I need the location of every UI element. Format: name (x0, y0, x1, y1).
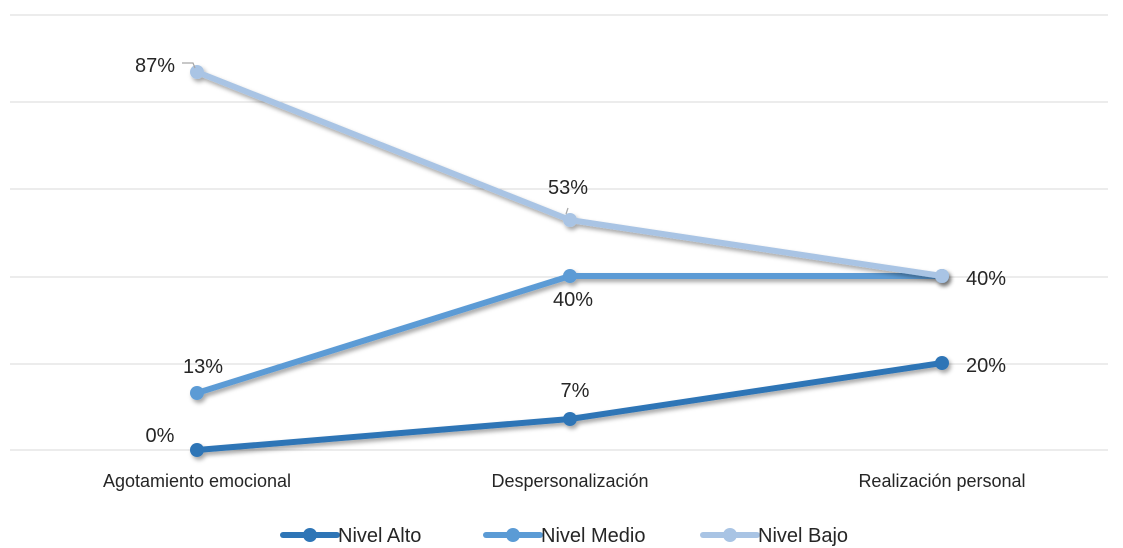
data-label: 53% (548, 177, 588, 199)
data-label: 7% (561, 380, 590, 402)
data-label: 20% (966, 355, 1006, 377)
series-nivel-bajo (190, 65, 949, 283)
data-point (563, 269, 577, 283)
category-label: Realización personal (858, 471, 1025, 491)
data-point (190, 443, 204, 457)
series-line (194, 69, 945, 279)
legend-label: Nivel Bajo (758, 525, 848, 547)
category-label: Despersonalización (491, 471, 648, 491)
data-labels: 0% 7% 20% 13% 40% 40% 87% 53% (135, 55, 1006, 447)
legend-swatch-marker (723, 528, 737, 542)
data-point (563, 412, 577, 426)
data-point (935, 356, 949, 370)
data-point (190, 386, 204, 400)
legend: Nivel Alto Nivel Medio Nivel Bajo (280, 525, 848, 547)
legend-item: Nivel Bajo (700, 525, 848, 547)
leader-line (182, 62, 196, 69)
data-point (190, 65, 204, 79)
data-label: 87% (135, 55, 175, 77)
data-label: 0% (146, 425, 175, 447)
category-label: Agotamiento emocional (103, 471, 291, 491)
category-axis-labels: Agotamiento emocional Despersonalización R… (103, 471, 1026, 491)
series-nivel-alto (190, 356, 949, 457)
series-lines (190, 65, 949, 457)
legend-swatch-marker (506, 528, 520, 542)
data-point (935, 269, 949, 283)
gridlines (10, 14, 1108, 451)
legend-item: Nivel Alto (280, 525, 421, 547)
legend-label: Nivel Medio (541, 525, 645, 547)
legend-label: Nivel Alto (338, 525, 421, 547)
data-point (563, 213, 577, 227)
leader-line (565, 207, 569, 215)
data-label: 40% (553, 289, 593, 311)
data-label: 13% (183, 356, 223, 378)
legend-swatch-marker (303, 528, 317, 542)
legend-item: Nivel Medio (483, 525, 645, 547)
data-label: 40% (966, 268, 1006, 290)
series-line (194, 360, 945, 453)
